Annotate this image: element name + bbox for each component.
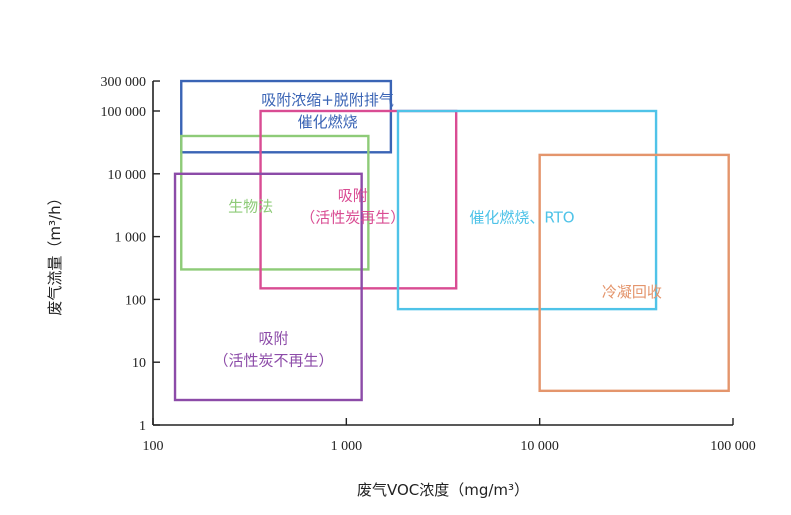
region-box-adsorption-concentration [180, 79, 393, 154]
region-label-adsorption-carbon-regen: （活性炭再生） [300, 209, 405, 227]
y-tick-label: 1 [139, 419, 146, 434]
x-tick-label: 100 [143, 439, 164, 454]
x-tick-label: 100 000 [710, 439, 756, 454]
y-tick-label: 100 [125, 293, 146, 308]
region-box-adsorption-carbon-regen [259, 109, 458, 290]
region-label-biological: 生物法 [228, 198, 273, 216]
y-axis-label: 废气流量（m³/h） [46, 190, 64, 315]
y-tick-label: 1 000 [115, 231, 147, 246]
region-label-adsorption-carbon-regen: 吸附 [338, 187, 368, 205]
region-label-adsorption-concentration: 催化燃烧 [298, 113, 358, 131]
y-tick-label: 100 000 [101, 105, 147, 120]
region-box-adsorption-no-regen [173, 172, 363, 402]
x-axis-label: 废气VOC浓度（mg/m³） [357, 481, 529, 499]
region-label-adsorption-no-regen: （活性炭不再生） [213, 351, 333, 369]
region-label-condensation: 冷凝回收 [602, 283, 662, 301]
y-tick-label: 10 [132, 356, 146, 371]
regions-layer [173, 79, 730, 402]
x-tick-label: 1 000 [331, 439, 363, 454]
y-tick-label: 300 000 [101, 75, 147, 90]
region-label-adsorption-no-regen: 吸附 [258, 329, 288, 347]
region-box-catalytic-rto [396, 109, 658, 311]
region-box-condensation [538, 153, 730, 393]
y-tick-label: 10 000 [108, 168, 147, 183]
ticks-layer: 1 10 100 1 000 10 000 100 000 300 000 100 1 000 1… [101, 75, 756, 454]
axes-layer [152, 81, 733, 426]
x-tick-label: 10 000 [520, 439, 559, 454]
region-label-adsorption-concentration: 吸附浓缩+脱附排气 [261, 91, 394, 109]
region-label-catalytic-rto: 催化燃烧、RTO [469, 209, 574, 227]
region-box-biological [180, 134, 370, 271]
